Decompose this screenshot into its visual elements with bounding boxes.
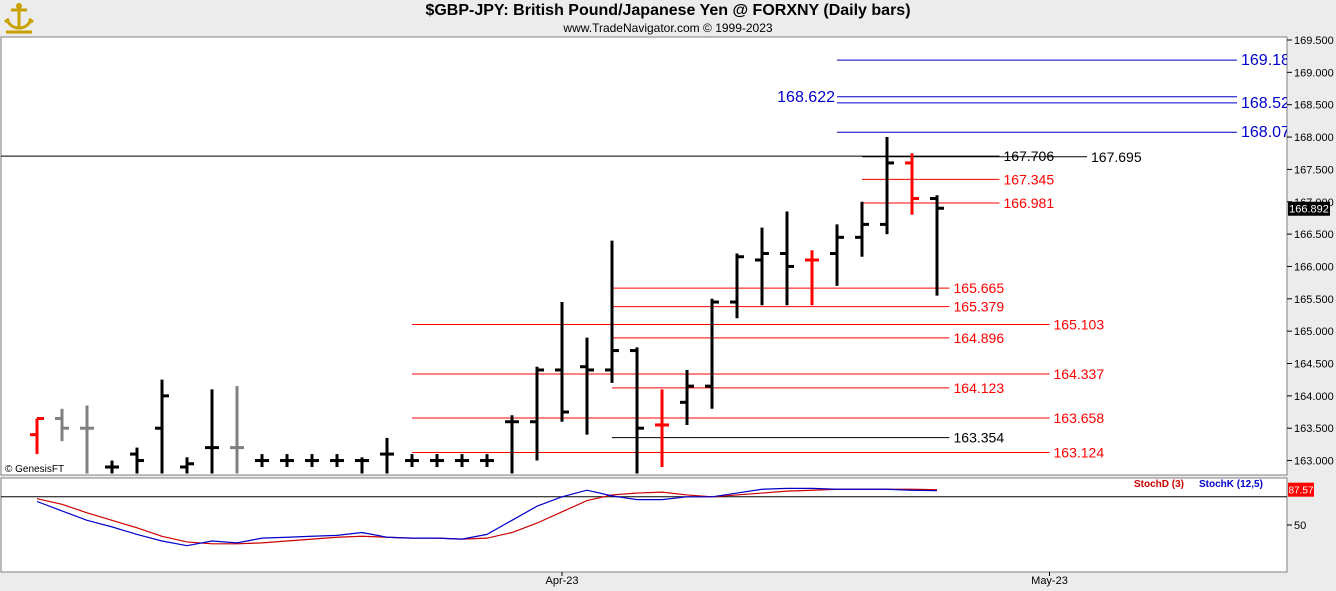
level-label: 164.337 — [1054, 366, 1105, 382]
level-label: 163.658 — [1054, 410, 1105, 426]
price-axis-tick-label: 164.000 — [1294, 391, 1334, 403]
watermark-label: © GenesisFT — [5, 464, 64, 475]
price-axis-tick-label: 165.000 — [1294, 326, 1334, 338]
price-axis-tick-label: 168.500 — [1294, 100, 1334, 112]
ohlc-bar — [805, 250, 819, 306]
ohlc-bar — [930, 195, 944, 296]
price-axis-tick-label: 168.000 — [1294, 132, 1334, 144]
ohlc-bar — [530, 366, 544, 461]
level-label: 168.528 — [1241, 95, 1299, 112]
level-label: 165.665 — [954, 280, 1005, 296]
ohlc-bar — [230, 386, 244, 474]
ohlc-bar — [605, 240, 619, 383]
level-label: 167.695 — [1091, 149, 1142, 165]
ohlc-bar — [130, 447, 144, 474]
ohlc-bar — [505, 415, 519, 474]
level-label: 169.188 — [1241, 52, 1299, 69]
level-label: 167.706 — [1004, 148, 1055, 164]
chart-title: $GBP-JPY: British Pound/Japanese Yen @ F… — [425, 2, 911, 19]
level-label: 164.896 — [954, 330, 1005, 346]
last-price-label: 166.892 — [1289, 204, 1329, 216]
legend-stochk: StochK (12,5) — [1199, 479, 1263, 490]
ohlc-bar — [630, 347, 644, 474]
ohlc-bar — [55, 408, 69, 442]
level-label: 168.622 — [777, 89, 835, 106]
level-label: 166.981 — [1004, 195, 1055, 211]
level-label: 168.075 — [1241, 124, 1299, 141]
ohlc-bar — [905, 153, 919, 215]
ohlc-bar — [105, 460, 119, 474]
level-label: 165.103 — [1054, 316, 1105, 332]
level-label: 165.379 — [954, 299, 1005, 315]
stochastic-series-line — [36, 487, 938, 547]
ohlc-bar — [855, 201, 869, 257]
price-axis-tick-label: 163.500 — [1294, 423, 1334, 435]
ohlc-bar — [280, 454, 294, 468]
ohlc-bar — [455, 454, 469, 468]
stochastic-panel — [0, 477, 1288, 573]
ohlc-bar — [830, 224, 844, 286]
ohlc-bar — [380, 437, 394, 474]
ohlc-bar — [255, 454, 269, 468]
ohlc-bar — [780, 211, 794, 306]
level-label: 163.124 — [1054, 445, 1105, 461]
level-label: 167.345 — [1004, 171, 1055, 187]
price-axis-tick-label: 166.000 — [1294, 261, 1334, 273]
last-stoch-label: 87.57 — [1288, 486, 1313, 497]
stochastic-series-line — [36, 488, 938, 545]
price-axis-tick-label: 165.500 — [1294, 294, 1334, 306]
date-axis-label: Apr-23 — [545, 575, 578, 587]
ohlc-bar — [355, 457, 369, 474]
level-label: 163.354 — [954, 430, 1005, 446]
level-label: 164.123 — [954, 380, 1005, 396]
price-axis-tick-label: 167.500 — [1294, 164, 1334, 176]
date-axis-label: May-23 — [1031, 575, 1068, 587]
anchor-logo-icon — [4, 3, 34, 34]
ohlc-bar — [730, 253, 744, 319]
ohlc-bar — [580, 337, 594, 435]
ohlc-bar — [680, 369, 694, 425]
ohlc-bar — [405, 454, 419, 468]
ohlc-bar — [480, 454, 494, 468]
last-price-badge — [1288, 201, 1330, 216]
price-panel — [0, 36, 1288, 476]
chart-subtitle: www.TradeNavigator.com © 1999-2023 — [563, 21, 773, 35]
price-axis-tick-label: 163.000 — [1294, 456, 1334, 468]
price-axis-tick-label: 164.500 — [1294, 359, 1334, 371]
legend-stochd: StochD (3) — [1134, 479, 1184, 490]
ohlc-bar — [30, 416, 44, 455]
stoch-axis-tick-label: 50 — [1294, 520, 1306, 532]
ohlc-bar — [205, 389, 219, 474]
ohlc-bar — [430, 454, 444, 468]
ohlc-bar — [705, 298, 719, 409]
last-stoch-badge — [1288, 482, 1314, 497]
ohlc-bar — [180, 457, 194, 474]
ohlc-bar — [155, 379, 169, 474]
ohlc-bar — [80, 405, 94, 474]
price-axis-tick-label: 169.000 — [1294, 67, 1334, 79]
ohlc-bar — [655, 389, 669, 468]
price-axis-tick-label: 166.500 — [1294, 229, 1334, 241]
price-axis-tick-label: 169.500 — [1294, 35, 1334, 47]
ohlc-bar — [755, 227, 769, 306]
price-axis-tick-label: 167.000 — [1294, 197, 1334, 209]
price-plot-area: 169.188 168.622 168.528 168.075 167.706 167.6… — [1, 52, 1299, 474]
ohlc-bar — [305, 454, 319, 468]
ohlc-bar — [555, 302, 569, 422]
ohlc-bar — [880, 137, 894, 235]
ohlc-bar — [330, 454, 344, 468]
